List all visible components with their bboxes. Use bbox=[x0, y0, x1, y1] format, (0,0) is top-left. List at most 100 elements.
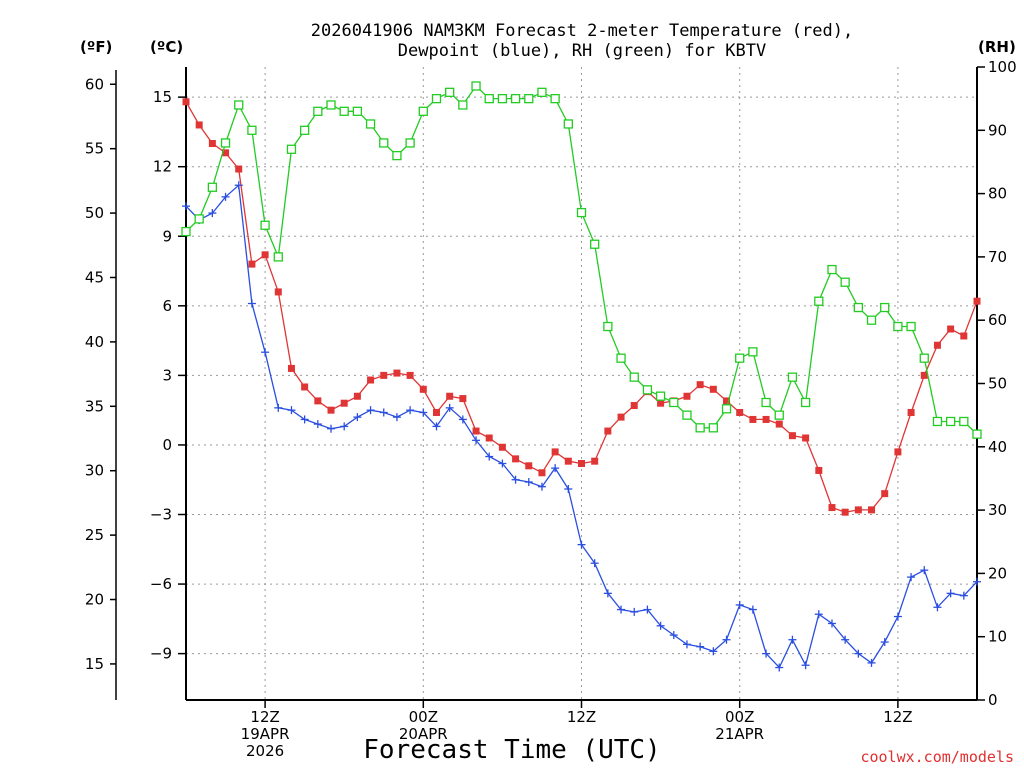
celsius-tick-label: −6 bbox=[150, 575, 172, 593]
x-tick-label: 12Z bbox=[567, 708, 596, 726]
dewpoint-point bbox=[313, 420, 322, 429]
dewpoint-point bbox=[682, 640, 691, 649]
rh-point bbox=[853, 302, 863, 313]
rh-point bbox=[800, 397, 811, 408]
dewpoint-point bbox=[748, 605, 757, 614]
dewpoint-point bbox=[537, 482, 546, 491]
dewpoint-point bbox=[392, 413, 401, 422]
fahrenheit-tick-label: 45 bbox=[85, 268, 104, 286]
temperature-point bbox=[854, 506, 862, 514]
chart-title-line2: Dewpoint (blue), RH (green) for KBTV bbox=[398, 41, 766, 61]
rh-point bbox=[247, 125, 257, 135]
dewpoint-point bbox=[946, 589, 955, 598]
dewpoint-point bbox=[551, 464, 560, 473]
rh-point bbox=[708, 423, 718, 433]
rh-point bbox=[893, 321, 903, 332]
temperature-point bbox=[485, 434, 493, 442]
data-series bbox=[181, 81, 982, 672]
dewpoint-point bbox=[340, 422, 349, 431]
temperature-point bbox=[525, 462, 533, 470]
rh-point bbox=[484, 94, 494, 104]
temperature-point bbox=[432, 408, 440, 416]
temperature-point bbox=[907, 408, 915, 416]
dewpoint-point bbox=[735, 600, 744, 609]
rh-point bbox=[352, 106, 363, 116]
rh-point bbox=[814, 296, 824, 306]
dewpoint-point bbox=[287, 406, 296, 415]
celsius-tick-label: 15 bbox=[153, 88, 172, 106]
temperature-point bbox=[933, 341, 941, 349]
temperature-point bbox=[551, 448, 559, 456]
temperature-point bbox=[881, 490, 889, 498]
rh-point bbox=[959, 416, 969, 427]
rh-point bbox=[682, 410, 692, 420]
celsius-unit-label: (ºC) bbox=[150, 38, 183, 56]
rh-point bbox=[445, 87, 455, 97]
tick-labels: 15129630−3−6−960555045403530252015100908… bbox=[85, 58, 1017, 760]
temperature-point bbox=[841, 508, 849, 516]
rh-point bbox=[774, 410, 784, 420]
dewpoint-point bbox=[590, 559, 599, 568]
dewpoint-point bbox=[762, 649, 771, 658]
rh-tick-label: 50 bbox=[988, 375, 1007, 393]
rh-tick-label: 90 bbox=[988, 121, 1007, 139]
temperature-point bbox=[393, 369, 401, 377]
dewpoint-point bbox=[182, 202, 190, 211]
dewpoint-point bbox=[419, 408, 428, 417]
temperature-point bbox=[380, 371, 388, 379]
x-tick-label: 19APR bbox=[241, 725, 290, 743]
rh-point bbox=[458, 100, 468, 110]
credit-link[interactable]: coolwx.com/models bbox=[860, 748, 1014, 766]
temperature-point bbox=[538, 469, 546, 477]
rh-point bbox=[471, 81, 481, 91]
rh-point bbox=[405, 138, 415, 148]
temperature-point bbox=[340, 399, 348, 407]
rh-point bbox=[616, 353, 626, 363]
fahrenheit-tick-label: 30 bbox=[85, 462, 104, 480]
temperature-point bbox=[406, 371, 414, 379]
temperature-point bbox=[419, 385, 427, 393]
fahrenheit-unit-label: (ºF) bbox=[80, 38, 112, 56]
celsius-tick-label: 0 bbox=[162, 436, 172, 454]
rh-point bbox=[392, 150, 402, 161]
dewpoint-point bbox=[564, 485, 573, 493]
rh-point bbox=[655, 391, 666, 401]
temperature-point bbox=[195, 121, 203, 129]
temperature-point bbox=[868, 506, 876, 514]
dewpoint-point bbox=[353, 413, 362, 422]
temperature-point bbox=[182, 98, 190, 106]
dewpoint-point bbox=[656, 621, 665, 630]
dewpoint-point bbox=[511, 475, 520, 484]
rh-point bbox=[550, 94, 560, 104]
dewpoint-point bbox=[801, 661, 810, 670]
dewpoint-point bbox=[643, 605, 652, 614]
dewpoint-point bbox=[524, 478, 533, 487]
rh-point bbox=[431, 94, 442, 104]
dewpoint-point bbox=[498, 459, 507, 468]
x-tick-label: 12Z bbox=[250, 708, 279, 726]
temperature-point bbox=[617, 413, 625, 421]
temperature-point bbox=[591, 457, 599, 465]
rh-tick-label: 80 bbox=[988, 185, 1007, 203]
celsius-tick-label: 9 bbox=[162, 227, 172, 245]
temperature-point bbox=[723, 397, 731, 405]
temperature-point bbox=[512, 455, 520, 463]
rh-point bbox=[603, 321, 613, 332]
dewpoint-point bbox=[880, 638, 889, 647]
temperature-point bbox=[261, 251, 269, 259]
fahrenheit-tick-label: 35 bbox=[85, 397, 104, 415]
dewpoint-point bbox=[722, 635, 731, 644]
rh-point bbox=[866, 315, 877, 325]
rh-point bbox=[576, 207, 587, 218]
fahrenheit-tick-label: 40 bbox=[85, 333, 104, 351]
dewpoint-point bbox=[234, 181, 243, 190]
x-axis-label: Forecast Time (UTC) bbox=[363, 735, 660, 765]
rh-point bbox=[642, 385, 653, 395]
dewpoint-point bbox=[472, 436, 481, 445]
rh-unit-label: (RH) bbox=[978, 38, 1016, 56]
x-tick-label: 12Z bbox=[883, 708, 912, 726]
dewpoint-point bbox=[300, 415, 309, 424]
rh-point bbox=[181, 226, 191, 237]
temperature-point bbox=[472, 427, 480, 435]
rh-point bbox=[840, 277, 850, 287]
